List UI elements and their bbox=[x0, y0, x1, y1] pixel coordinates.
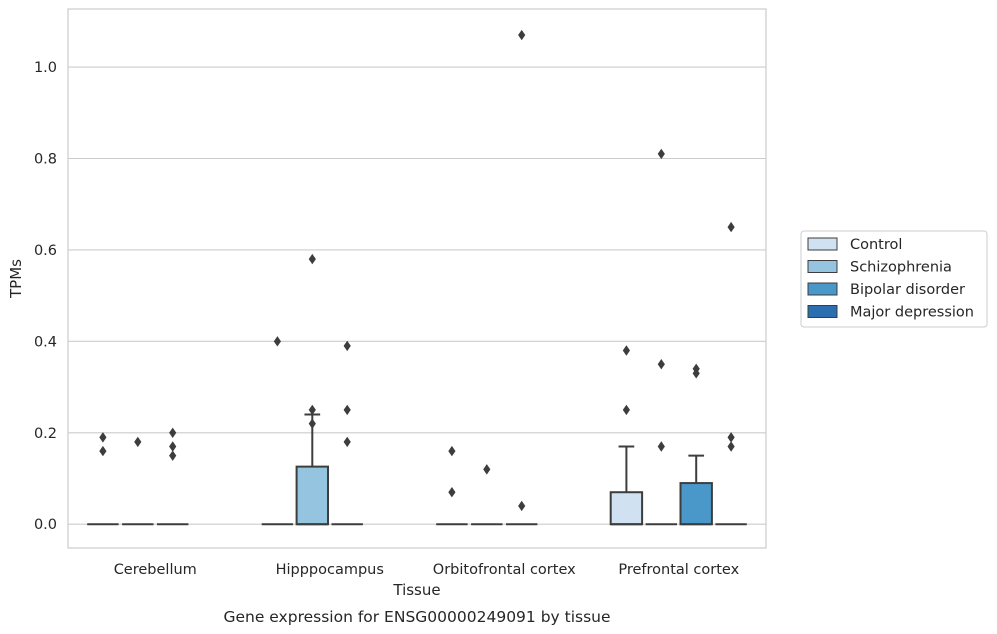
box-group bbox=[261, 336, 294, 526]
box-group bbox=[645, 148, 678, 526]
outlier-point bbox=[169, 441, 177, 452]
legend-frame bbox=[800, 230, 988, 328]
box-group bbox=[295, 253, 330, 526]
outlier-point bbox=[622, 404, 630, 416]
y-tick-label: 0.2 bbox=[34, 426, 57, 442]
box-group bbox=[471, 464, 503, 526]
box-group bbox=[87, 432, 119, 526]
legend-label: Bipolar disorder bbox=[850, 282, 965, 298]
legend-label: Control bbox=[850, 237, 902, 253]
outlier-point bbox=[448, 487, 456, 498]
box-group bbox=[715, 221, 747, 526]
outlier-point bbox=[169, 450, 177, 461]
outlier-point bbox=[134, 436, 142, 448]
box-group bbox=[156, 427, 189, 526]
outlier-point bbox=[99, 432, 107, 443]
outlier-point bbox=[727, 441, 735, 452]
y-tick-labels: 0.0 0.2 0.4 0.6 0.8 1.0 bbox=[34, 60, 57, 533]
legend-label: Major depression bbox=[850, 305, 974, 321]
box-group bbox=[331, 340, 363, 526]
y-tick-label: 0.0 bbox=[34, 517, 57, 533]
y-axis-label: TPMs bbox=[7, 259, 25, 299]
outlier-point bbox=[727, 221, 735, 233]
plot-frame bbox=[67, 8, 767, 549]
box-group bbox=[436, 445, 468, 526]
x-axis-label: Tissue bbox=[392, 581, 440, 599]
box bbox=[609, 491, 644, 526]
y-tick-label: 1.0 bbox=[34, 60, 57, 76]
outlier-point bbox=[727, 432, 735, 443]
box-group bbox=[609, 345, 644, 526]
y-tick-label: 0.6 bbox=[34, 243, 57, 259]
outlier-point bbox=[308, 253, 316, 265]
y-tick-label: 0.8 bbox=[34, 151, 57, 167]
outlier-point bbox=[483, 464, 491, 475]
legend-swatch bbox=[807, 282, 838, 296]
outlier-point bbox=[657, 148, 665, 160]
outlier-point bbox=[657, 441, 665, 452]
x-tick-label: Prefrontal cortex bbox=[618, 562, 739, 578]
x-tick-label: Orbitofrontal cortex bbox=[433, 562, 576, 578]
legend-swatch bbox=[807, 237, 838, 251]
boxes-layer bbox=[87, 29, 747, 526]
outlier-point bbox=[343, 340, 351, 352]
chart-caption: Gene expression for ENSG00000249091 by t… bbox=[223, 608, 610, 626]
outlier-point bbox=[99, 445, 107, 457]
box bbox=[295, 465, 330, 526]
outlier-point bbox=[622, 345, 630, 356]
outlier-point bbox=[692, 368, 700, 379]
box-group bbox=[679, 363, 713, 526]
outlier-point bbox=[308, 418, 316, 429]
x-tick-labels: Cerebellum Hipppocampus Orbitofrontal cort… bbox=[114, 562, 740, 578]
box-group bbox=[505, 29, 538, 526]
x-tick-label: Hipppocampus bbox=[276, 562, 384, 578]
outlier-point bbox=[657, 359, 665, 370]
box-group bbox=[122, 436, 154, 526]
outlier-point bbox=[448, 445, 456, 457]
y-tick-label: 0.4 bbox=[34, 334, 57, 350]
outlier-point bbox=[518, 500, 526, 512]
legend-swatch bbox=[807, 260, 838, 273]
outlier-point bbox=[343, 404, 351, 416]
legend: Control Schizophrenia Bipolar disorder Majo… bbox=[800, 230, 988, 328]
legend-label: Schizophrenia bbox=[850, 260, 952, 276]
box bbox=[679, 482, 713, 526]
legend-swatch bbox=[807, 305, 838, 318]
x-tick-label: Cerebellum bbox=[114, 562, 197, 578]
outlier-point bbox=[343, 436, 351, 448]
outlier-point bbox=[169, 427, 177, 438]
outlier-point bbox=[273, 336, 281, 347]
outlier-point bbox=[518, 29, 526, 41]
outlier-point bbox=[308, 404, 316, 416]
